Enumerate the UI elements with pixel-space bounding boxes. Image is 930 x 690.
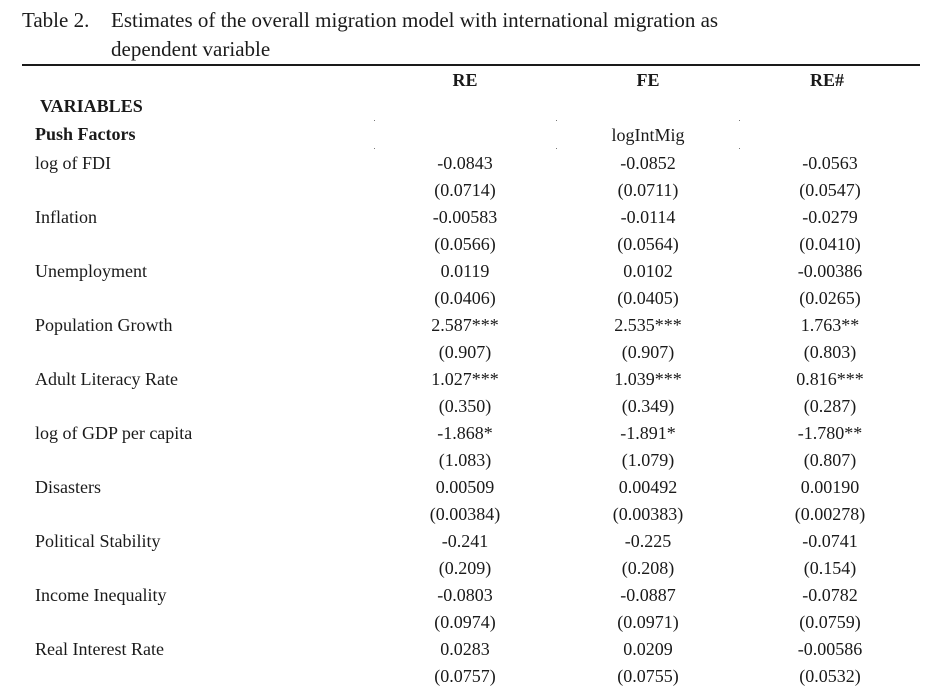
standard-error-cell: (1.083)	[438, 450, 492, 470]
table-row: Real Interest Rate 0.0283 (0.0757) 0.0209 (0…	[0, 636, 930, 690]
table-row: Population Growth 2.587*** (0.907) 2.535***…	[0, 312, 930, 366]
row-label: Disasters	[35, 477, 101, 497]
stray-dot	[374, 148, 375, 149]
caption-text-line-2: dependent variable	[111, 37, 271, 61]
coefficient-cell: 2.535***	[614, 315, 682, 335]
coefficient-cell: -0.00386	[797, 261, 863, 281]
row-label: Income Inequality	[35, 585, 167, 605]
row-label: Adult Literacy Rate	[35, 369, 178, 389]
section-label-push-factors: Push Factors	[35, 124, 136, 144]
row-label: log of FDI	[35, 153, 111, 173]
row-label: Inflation	[35, 207, 97, 227]
standard-error-cell: (0.154)	[803, 558, 857, 578]
coefficient-cell: 0.0283	[440, 639, 490, 659]
row-label: log of GDP per capita	[35, 423, 193, 443]
coefficient-cell: -0.241	[441, 531, 489, 551]
standard-error-cell: (0.0410)	[799, 234, 861, 254]
caption-line-1: Table 2. Estimates of the overall migrati…	[22, 6, 902, 35]
row-label: Political Stability	[35, 531, 161, 551]
standard-error-cell: (1.079)	[621, 450, 675, 470]
standard-error-cell: (0.0971)	[617, 612, 679, 632]
coefficient-cell: 0.00190	[800, 477, 860, 497]
coefficient-cell: -0.0843	[437, 153, 493, 173]
standard-error-cell: (0.208)	[621, 558, 675, 578]
coefficient-cell: -0.0782	[802, 585, 858, 605]
table-row: Income Inequality -0.0803 (0.0974) -0.0887 (…	[0, 582, 930, 636]
coefficient-cell: 0.816***	[796, 369, 864, 389]
table-number: Table 2.	[22, 8, 90, 32]
row-label: Unemployment	[35, 261, 147, 281]
coefficient-cell: 0.00509	[435, 477, 495, 497]
standard-error-cell: (0.0566)	[434, 234, 496, 254]
coefficient-cell: 1.763**	[800, 315, 860, 335]
coefficient-cell: -1.891*	[620, 423, 676, 443]
standard-error-cell: (0.0714)	[434, 180, 496, 200]
coefficient-cell: 0.00492	[618, 477, 678, 497]
coefficient-cell: 1.027***	[431, 369, 499, 389]
column-header-re: RE	[452, 70, 478, 90]
standard-error-cell: (0.349)	[621, 396, 675, 416]
standard-error-cell: (0.00384)	[429, 504, 501, 524]
standard-error-cell: (0.907)	[438, 342, 492, 362]
standard-error-cell: (0.0711)	[617, 180, 679, 200]
standard-error-cell: (0.00278)	[794, 504, 866, 524]
standard-error-cell: (0.0532)	[799, 666, 861, 686]
standard-error-cell: (0.0405)	[617, 288, 679, 308]
standard-error-cell: (0.907)	[621, 342, 675, 362]
table-row: Disasters 0.00509 (0.00384) 0.00492 (0.00383…	[0, 474, 930, 528]
table-row: Adult Literacy Rate 1.027*** (0.350) 1.039*…	[0, 366, 930, 420]
row-label: Real Interest Rate	[35, 639, 164, 659]
standard-error-cell: (0.0547)	[799, 180, 861, 200]
coefficient-cell: -0.0114	[620, 207, 676, 227]
coefficient-cell: 0.0209	[623, 639, 673, 659]
coefficient-cell: -0.0803	[437, 585, 493, 605]
top-rule	[22, 64, 920, 66]
standard-error-cell: (0.803)	[803, 342, 857, 362]
table-row: Inflation -0.00583 (0.0566) -0.0114 (0.0564)…	[0, 204, 930, 258]
standard-error-cell: (0.0406)	[434, 288, 496, 308]
standard-error-cell: (0.807)	[803, 450, 857, 470]
coefficient-cell: -0.00583	[432, 207, 498, 227]
variables-label: VARIABLES	[40, 96, 143, 116]
table-row: Unemployment 0.0119 (0.0406) 0.0102 (0.0405)…	[0, 258, 930, 312]
coefficient-cell: 1.039***	[614, 369, 682, 389]
standard-error-cell: (0.350)	[438, 396, 492, 416]
stray-dot	[739, 148, 740, 149]
column-header-re-hash: RE#	[809, 70, 844, 90]
standard-error-cell: (0.0974)	[434, 612, 496, 632]
column-header-fe: FE	[636, 70, 660, 90]
standard-error-cell: (0.209)	[438, 558, 492, 578]
coefficient-cell: -1.868*	[437, 423, 493, 443]
coefficient-cell: -0.0887	[620, 585, 676, 605]
stray-dot	[556, 120, 557, 121]
coefficient-cell: 0.0119	[440, 261, 490, 281]
coefficient-cell: -0.0852	[620, 153, 676, 173]
standard-error-cell: (0.0265)	[799, 288, 861, 308]
coefficient-cell: 0.0102	[623, 261, 673, 281]
row-label: Population Growth	[35, 315, 173, 335]
coefficient-cell: 2.587***	[431, 315, 499, 335]
table-row: log of FDI -0.0843 (0.0714) -0.0852 (0.0711)…	[0, 150, 930, 204]
coefficient-cell: -1.780**	[797, 423, 863, 443]
table-row: log of GDP per capita -1.868* (1.083) -1.89…	[0, 420, 930, 474]
coefficient-cell: -0.0563	[802, 153, 858, 173]
standard-error-cell: (0.0757)	[434, 666, 496, 686]
table-caption: Table 2. Estimates of the overall migrati…	[22, 6, 902, 64]
coefficient-cell: -0.0741	[802, 531, 858, 551]
standard-error-cell: (0.287)	[803, 396, 857, 416]
dependent-variable-label: logIntMig	[611, 125, 685, 145]
coefficient-cell: -0.00586	[797, 639, 863, 659]
coefficient-cell: -0.225	[624, 531, 672, 551]
table-row: Political Stability -0.241 (0.209) -0.225 (0…	[0, 528, 930, 582]
standard-error-cell: (0.0755)	[617, 666, 679, 686]
standard-error-cell: (0.0564)	[617, 234, 679, 254]
stray-dot	[374, 120, 375, 121]
standard-error-cell: (0.0759)	[799, 612, 861, 632]
stray-dot	[556, 148, 557, 149]
coefficient-cell: -0.0279	[802, 207, 858, 227]
standard-error-cell: (0.00383)	[612, 504, 684, 524]
caption-text-line-1: Estimates of the overall migration model…	[111, 8, 719, 32]
stray-dot	[739, 120, 740, 121]
